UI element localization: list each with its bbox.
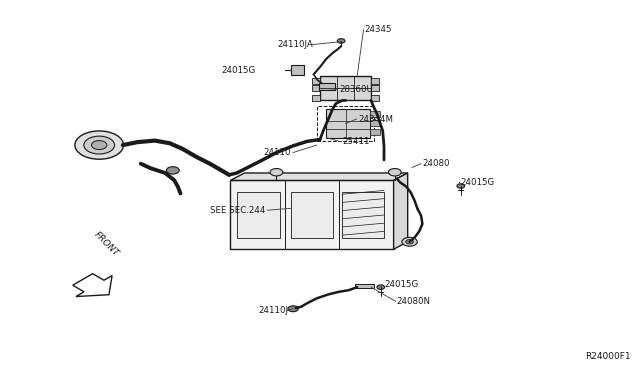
Text: 24110J: 24110J: [258, 306, 288, 315]
Bar: [312, 86, 320, 92]
Text: FRONT: FRONT: [93, 230, 121, 259]
Circle shape: [402, 237, 417, 246]
Bar: [371, 94, 379, 100]
Circle shape: [377, 285, 385, 289]
Circle shape: [75, 131, 124, 159]
Text: R24000F1: R24000F1: [585, 352, 630, 361]
Bar: [370, 111, 380, 117]
Bar: [326, 109, 370, 138]
Circle shape: [84, 136, 115, 154]
Bar: [371, 78, 379, 84]
Text: 24080: 24080: [422, 159, 450, 168]
Polygon shape: [394, 173, 408, 249]
Circle shape: [166, 167, 179, 174]
Bar: [291, 192, 333, 238]
Bar: [237, 192, 280, 238]
Circle shape: [337, 39, 345, 43]
Polygon shape: [230, 173, 408, 180]
Text: 24015G: 24015G: [221, 66, 256, 75]
Text: 25411: 25411: [342, 137, 370, 146]
Circle shape: [92, 141, 107, 150]
Bar: [230, 180, 394, 249]
Bar: [312, 78, 320, 84]
Polygon shape: [73, 274, 112, 296]
Bar: [291, 65, 304, 75]
Circle shape: [406, 240, 413, 244]
Text: 24344M: 24344M: [358, 115, 394, 124]
Text: 28360U: 28360U: [339, 85, 373, 94]
Text: 24015G: 24015G: [461, 178, 495, 187]
Text: 24345: 24345: [365, 25, 392, 34]
Text: 24110JA: 24110JA: [278, 40, 314, 49]
Text: 24015G: 24015G: [384, 280, 419, 289]
Bar: [342, 192, 384, 238]
Bar: [370, 120, 380, 126]
Bar: [319, 83, 335, 90]
Circle shape: [288, 306, 298, 312]
Circle shape: [457, 184, 465, 188]
Text: SEE SEC.244: SEE SEC.244: [210, 206, 266, 215]
Bar: [312, 94, 320, 100]
Bar: [370, 129, 380, 135]
Bar: [317, 106, 374, 141]
Bar: [320, 76, 371, 100]
Bar: [355, 284, 374, 288]
Text: 24080N: 24080N: [397, 297, 431, 306]
Bar: [371, 86, 379, 92]
Circle shape: [270, 169, 283, 176]
Text: 24110: 24110: [264, 148, 291, 157]
Circle shape: [388, 169, 401, 176]
